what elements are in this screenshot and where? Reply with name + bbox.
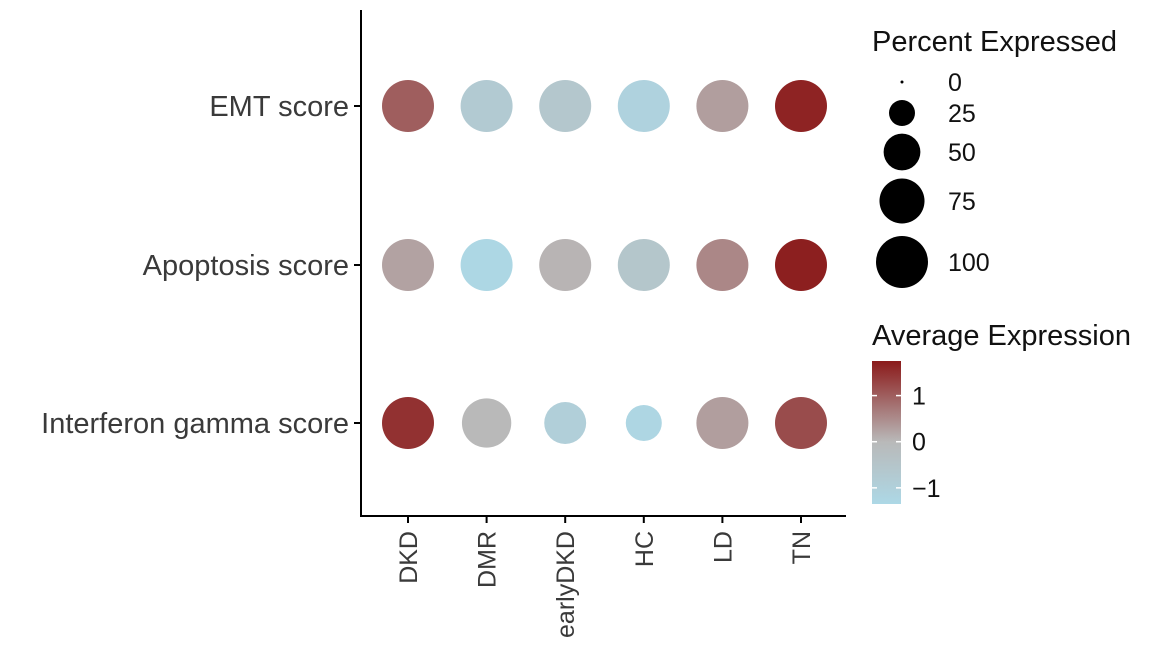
dot-apoptosis-score-dmr — [460, 239, 513, 291]
size-legend-title: Percent Expressed — [872, 26, 1117, 58]
size-legend-dot — [900, 80, 904, 84]
dot-emt-score-hc — [617, 80, 670, 132]
size-legend-label: 0 — [948, 69, 962, 97]
x-tick-label: DKD — [395, 531, 423, 584]
dot-apoptosis-score-hc — [617, 239, 670, 291]
plot-dots — [382, 80, 827, 449]
size-legend-label: 75 — [948, 188, 976, 216]
color-legend: 1 0 −1 — [872, 361, 941, 504]
size-legend-label: 50 — [948, 139, 976, 167]
dot-emt-score-tn — [775, 80, 827, 132]
dot-emt-score-earlydkd — [539, 80, 592, 132]
dot-interferon-gamma-score-ld — [696, 397, 749, 449]
dot-interferon-gamma-score-dkd — [382, 397, 434, 449]
dot-interferon-gamma-score-dmr — [461, 398, 512, 448]
y-ticks: EMT score Apoptosis score Interferon gamma… — [41, 91, 361, 440]
color-legend-bar — [872, 361, 901, 504]
x-tick-label: earlyDKD — [552, 531, 580, 638]
x-tick-label: DMR — [474, 531, 502, 588]
x-tick-label: TN — [788, 531, 816, 564]
dot-interferon-gamma-score-earlydkd — [544, 402, 587, 444]
size-legend: 0 25 50 75 100 — [876, 69, 990, 288]
color-legend-title: Average Expression — [872, 320, 1131, 352]
dot-interferon-gamma-score-tn — [775, 397, 827, 449]
x-tick-label: HC — [631, 531, 659, 567]
dot-emt-score-dmr — [460, 80, 513, 132]
size-legend-dot — [879, 178, 925, 224]
y-tick-label: Apoptosis score — [143, 250, 349, 282]
dot-emt-score-ld — [696, 80, 749, 132]
x-ticks: DKD DMR earlyDKD HC LD TN — [395, 516, 816, 638]
size-legend-dot — [883, 133, 921, 171]
color-legend-label: −1 — [912, 475, 941, 503]
y-tick-label: EMT score — [209, 91, 349, 123]
dot-apoptosis-score-ld — [696, 239, 749, 291]
size-legend-label: 100 — [948, 249, 990, 277]
dot-apoptosis-score-dkd — [382, 239, 434, 291]
size-legend-dot — [876, 236, 928, 288]
dot-emt-score-dkd — [382, 80, 434, 132]
size-legend-dot — [889, 100, 915, 126]
x-tick-label: LD — [709, 531, 737, 563]
dot-apoptosis-score-tn — [775, 239, 827, 291]
dot-apoptosis-score-earlydkd — [539, 239, 592, 291]
dot-interferon-gamma-score-hc — [625, 404, 662, 442]
axes — [360, 10, 846, 517]
size-legend-label: 25 — [948, 100, 976, 128]
color-legend-label: 0 — [912, 429, 926, 457]
y-tick-label: Interferon gamma score — [41, 408, 349, 440]
color-legend-label: 1 — [912, 383, 926, 411]
